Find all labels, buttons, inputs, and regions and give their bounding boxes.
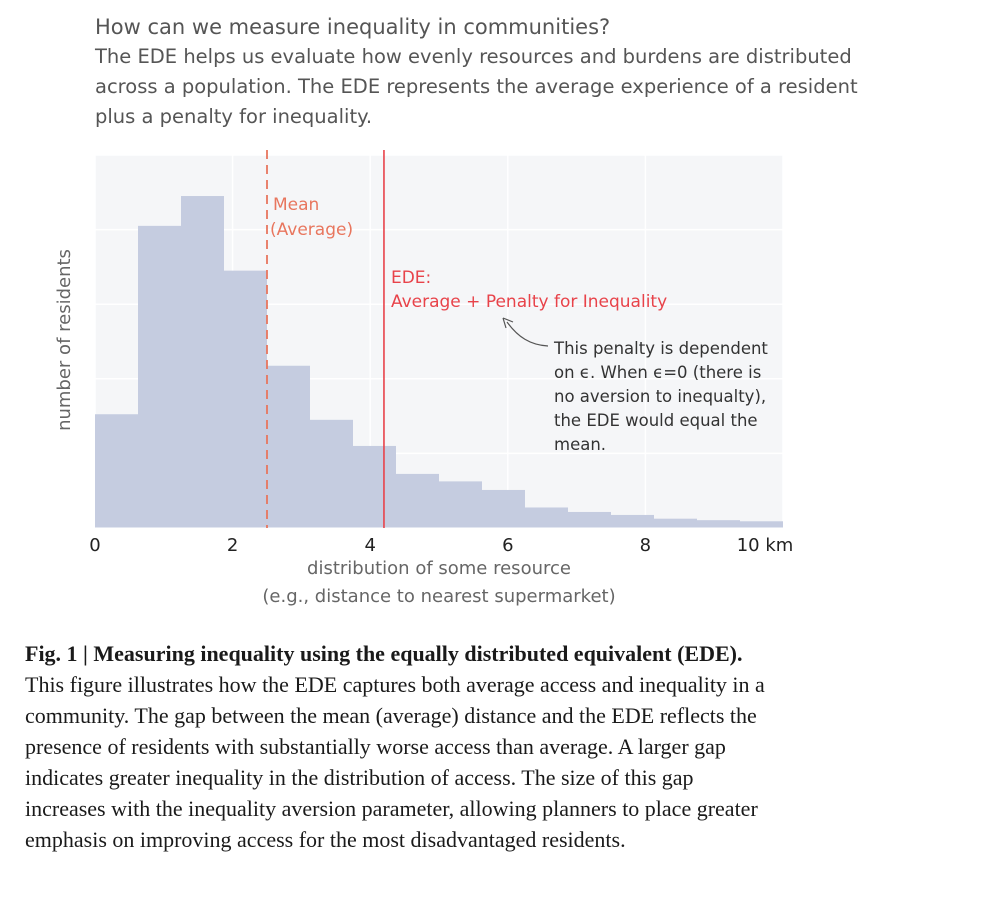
- histogram-bar-4: [267, 365, 310, 528]
- annotation-arrowhead: [502, 317, 514, 329]
- histogram-bar-14: [697, 520, 740, 528]
- histogram-chart: 0 2 4 6 8 10 km number of residents distribut…: [54, 150, 793, 607]
- histogram-bar-0: [95, 414, 138, 528]
- figure-intro-line-3: plus a penalty for inequality.: [95, 105, 373, 128]
- histogram-bar-1: [138, 225, 181, 528]
- y-axis-label: number of residents: [54, 249, 75, 431]
- histogram-bar-12: [611, 514, 654, 528]
- mean-label-line-1: Mean: [273, 195, 319, 215]
- annotation-text: This penalty is dependent on ϵ. When ϵ=0…: [553, 339, 768, 454]
- x-tick-label-0: 0: [89, 535, 100, 556]
- y-axis-label-group: number of residents: [54, 249, 75, 431]
- caption-title: Fig. 1 | Measuring inequality using the …: [25, 641, 743, 666]
- mean-label-line-2: (Average): [270, 220, 353, 240]
- annotation-line-3: no aversion to inequalty),: [554, 387, 766, 406]
- x-tick-label-1: 2: [227, 535, 238, 556]
- histogram-bar-15: [740, 521, 783, 528]
- annotation-arrow: [506, 321, 549, 347]
- ede-label-line-2: Average + Penalty for Inequality: [391, 292, 667, 312]
- figure-intro-line-2: across a population. The EDE represents …: [95, 75, 858, 98]
- histogram-bar-10: [525, 507, 568, 528]
- histogram-bar-11: [568, 511, 611, 528]
- x-tick-label-5: 10 km: [737, 535, 794, 556]
- annotation-line-2: on ϵ. When ϵ=0 (there is: [554, 363, 761, 382]
- histogram-bar-9: [482, 489, 525, 528]
- figure-header: How can we measure inequality in communi…: [95, 12, 955, 132]
- caption-line-6: emphasis on improving access for the mos…: [25, 827, 626, 852]
- annotation-line-4: the EDE would equal the: [554, 411, 758, 430]
- caption-line-1: This figure illustrates how the EDE capt…: [25, 672, 765, 697]
- x-axis-label-line-2: (e.g., distance to nearest supermarket): [262, 586, 615, 607]
- figure-question-title: How can we measure inequality in communi…: [95, 15, 611, 39]
- histogram-bar-6: [353, 445, 396, 528]
- histogram-bar-8: [439, 481, 482, 528]
- caption-line-4: indicates greater inequality in the dist…: [25, 765, 694, 790]
- histogram-bar-5: [310, 419, 353, 528]
- caption-line-3: presence of residents with substantially…: [25, 734, 726, 759]
- annotation-line-1: This penalty is dependent: [553, 339, 768, 358]
- x-tick-labels: 0 2 4 6 8 10 km: [89, 535, 793, 556]
- figure-intro-line-1: The EDE helps us evaluate how evenly res…: [95, 45, 852, 68]
- histogram-bars: [95, 196, 783, 528]
- x-tick-label-2: 4: [364, 535, 375, 556]
- ede-label-line-1: EDE:: [391, 268, 431, 288]
- caption-line-5: increases with the inequality aversion p…: [25, 796, 758, 821]
- x-tick-label-4: 8: [640, 535, 651, 556]
- x-tick-label-3: 6: [502, 535, 513, 556]
- x-axis-label-line-1: distribution of some resource: [307, 558, 571, 579]
- histogram-bar-3: [224, 270, 267, 528]
- annotation-line-5: mean.: [554, 435, 606, 454]
- histogram-bar-13: [654, 518, 697, 528]
- histogram-bar-2: [181, 196, 224, 528]
- figure-caption: Fig. 1 | Measuring inequality using the …: [25, 638, 975, 855]
- histogram-bar-7: [396, 473, 439, 528]
- caption-line-2: community. The gap between the mean (ave…: [25, 703, 757, 728]
